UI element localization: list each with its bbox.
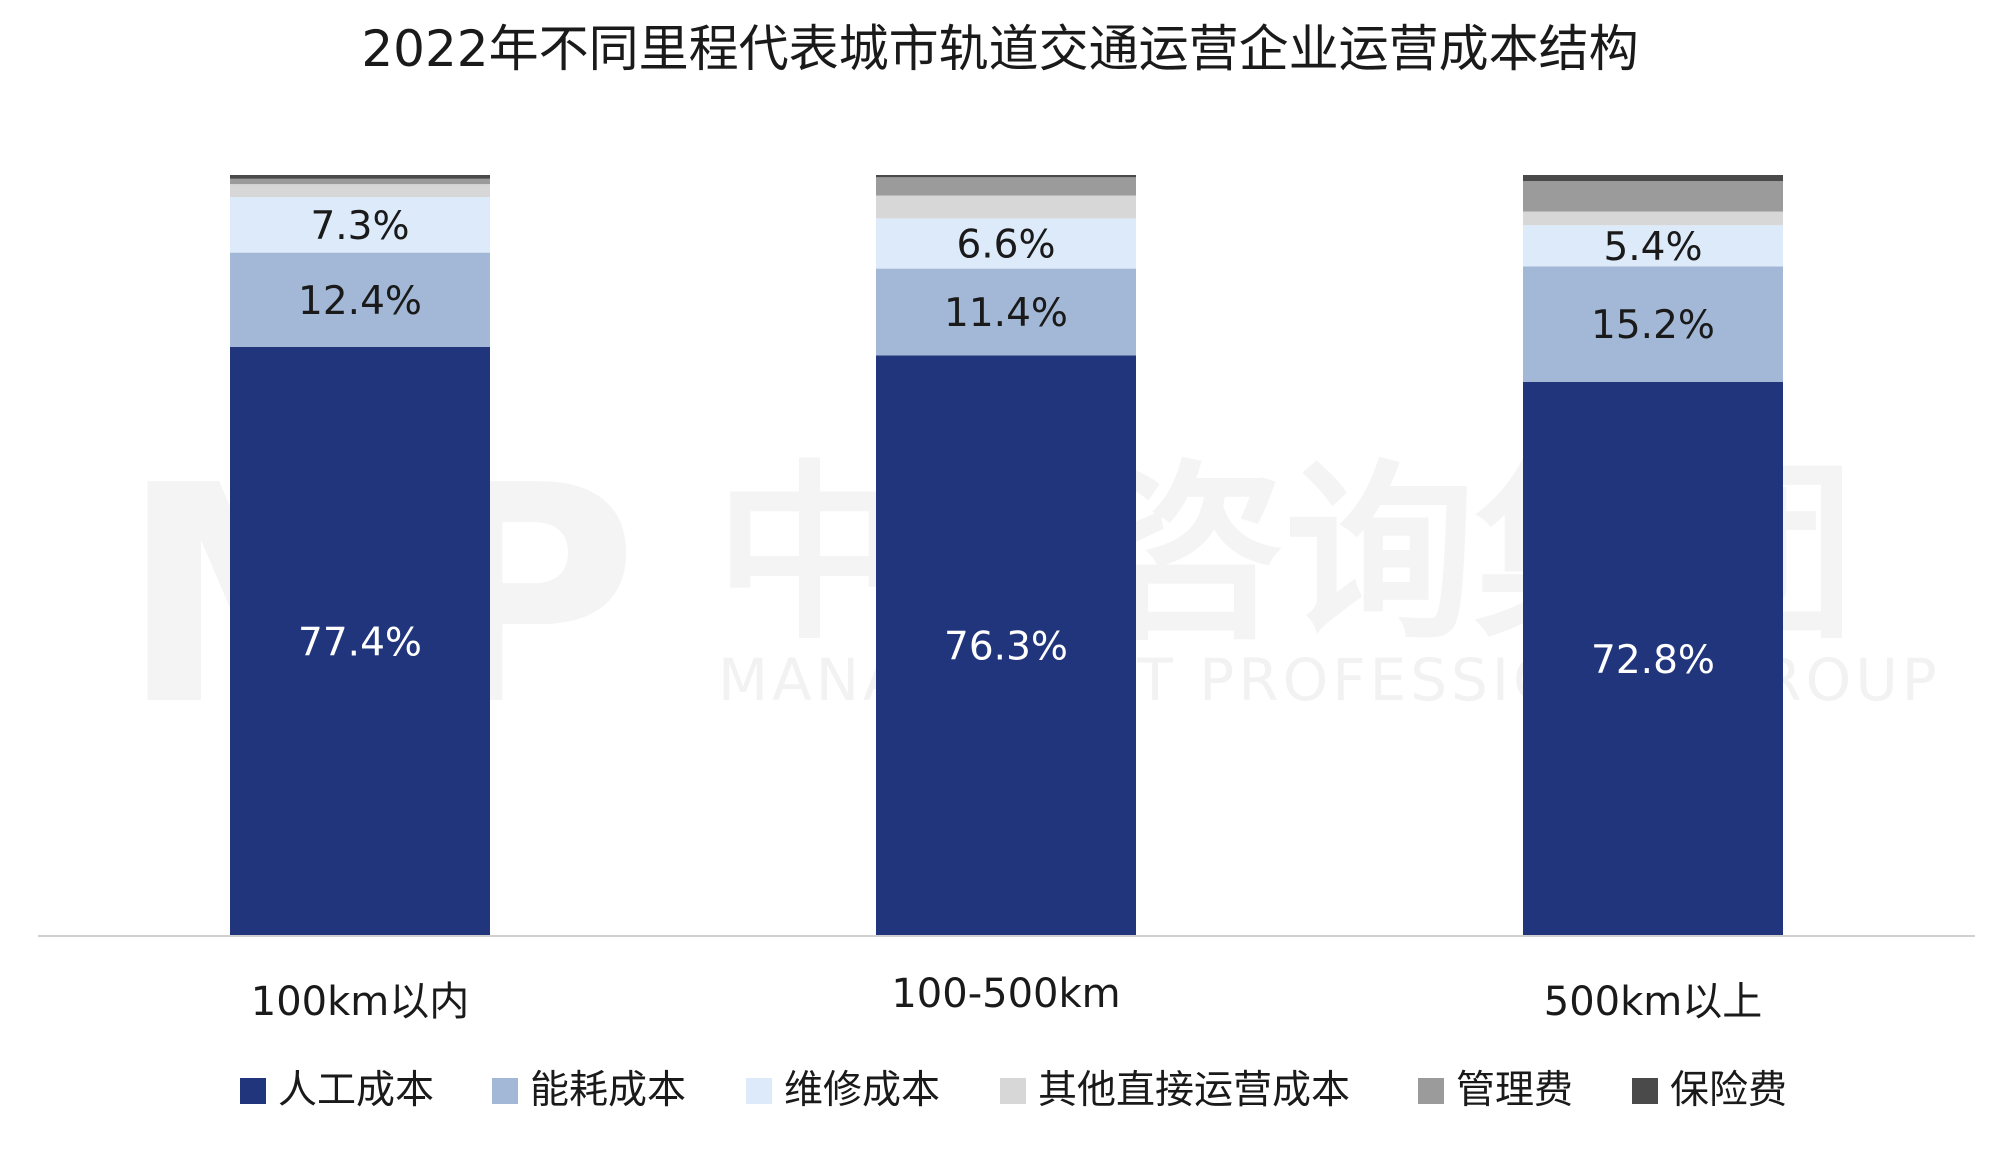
legend-label-3: 维修成本 <box>784 1068 940 1113</box>
segment-labels-group: 77.4% 12.4% 7.3% 76.3% 11.4% 6.6% 72.8% 15.2% 5.… <box>298 204 1715 683</box>
data-label-1-3: 7.3% <box>310 204 409 249</box>
bar-segment-2-2 <box>876 268 1136 356</box>
bar-segment-2-5 <box>876 177 1136 196</box>
data-label-3-2: 15.2% <box>1591 303 1715 348</box>
chart-title: 2022年不同里程代表城市轨道交通运营企业运营成本结构 <box>361 20 1638 78</box>
bars-group <box>230 175 1783 937</box>
bar-segment-3-1 <box>1523 381 1783 936</box>
data-label-3-1: 72.8% <box>1591 638 1715 683</box>
legend-label-6: 保险费 <box>1670 1068 1787 1113</box>
legend-swatch-3 <box>746 1078 772 1104</box>
bar-segment-2-3 <box>876 218 1136 269</box>
bar-segment-2-4 <box>876 195 1136 219</box>
legend-swatch-2 <box>492 1078 518 1104</box>
legend-label-5: 管理费 <box>1456 1068 1573 1113</box>
bar-segment-1-3 <box>230 197 490 253</box>
bar-segment-3-2 <box>1523 266 1783 382</box>
legend: 人工成本 能耗成本 维修成本 其他直接运营成本 管理费 保险费 <box>240 1068 1787 1113</box>
bar-segment-3-5 <box>1523 181 1783 212</box>
data-label-2-1: 76.3% <box>944 625 1068 670</box>
legend-swatch-5 <box>1418 1078 1444 1104</box>
bar-segment-2-6 <box>876 175 1136 178</box>
data-label-2-2: 11.4% <box>944 291 1068 336</box>
category-label-1: 100km以内 <box>251 979 469 1025</box>
bar-segment-1-6 <box>230 175 490 179</box>
data-label-1-2: 12.4% <box>298 279 422 324</box>
legend-label-4: 其他直接运营成本 <box>1038 1068 1350 1113</box>
category-label-2: 100-500km <box>891 971 1120 1017</box>
bar-segment-1-1 <box>230 346 490 937</box>
legend-swatch-1 <box>240 1078 266 1104</box>
bar-segment-1-2 <box>230 252 490 347</box>
legend-label-1: 人工成本 <box>278 1068 434 1113</box>
data-label-1-1: 77.4% <box>298 620 422 665</box>
category-labels-group: 100km以内 100-500km 500km以上 <box>251 971 1762 1025</box>
legend-swatch-4 <box>1000 1078 1026 1104</box>
bar-segment-2-1 <box>876 355 1136 936</box>
legend-swatch-6 <box>1632 1078 1658 1104</box>
legend-label-2: 能耗成本 <box>530 1068 686 1113</box>
bar-segment-1-5 <box>230 178 490 185</box>
bar-segment-3-3 <box>1523 225 1783 267</box>
bar-segment-3-4 <box>1523 211 1783 226</box>
category-label-3: 500km以上 <box>1544 979 1762 1025</box>
bar-segment-3-6 <box>1523 175 1783 182</box>
data-label-3-3: 5.4% <box>1603 225 1702 270</box>
bar-segment-1-4 <box>230 184 490 198</box>
data-label-2-3: 6.6% <box>956 222 1055 267</box>
